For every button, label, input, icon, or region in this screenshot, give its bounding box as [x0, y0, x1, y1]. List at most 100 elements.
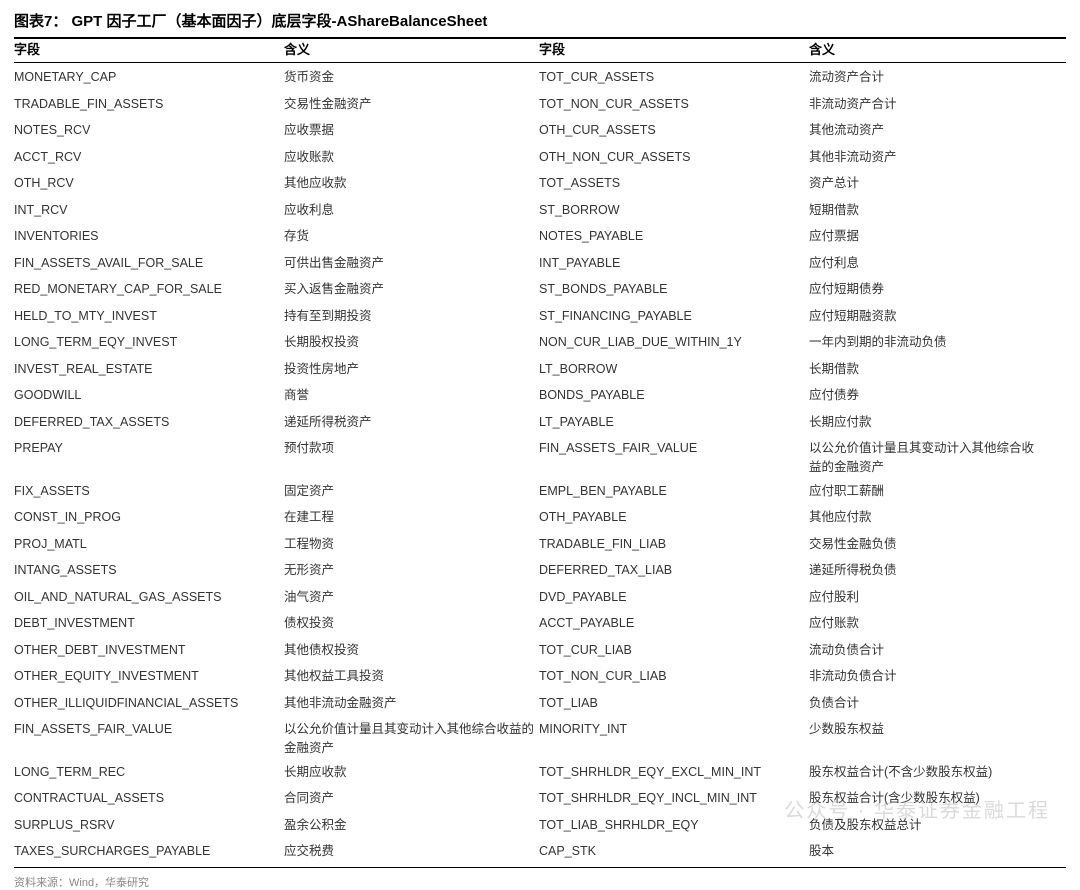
cell-field-2: TOT_LIAB_SHRHLDR_EQY	[539, 816, 809, 835]
cell-meaning-1: 预付款项	[284, 439, 539, 458]
cell-field-1: DEFERRED_TAX_ASSETS	[14, 413, 284, 432]
table-row: OIL_AND_NATURAL_GAS_ASSETS油气资产DVD_PAYABL…	[14, 583, 1066, 610]
cell-meaning-1: 应交税费	[284, 842, 539, 861]
cell-field-2: TOT_NON_CUR_ASSETS	[539, 95, 809, 114]
cell-field-1: LONG_TERM_REC	[14, 763, 284, 782]
header-meaning-1: 含义	[284, 39, 539, 58]
cell-field-1: OTH_RCV	[14, 174, 284, 193]
table-body: MONETARY_CAP货币资金TOT_CUR_ASSETS流动资产合计 TRAD…	[14, 63, 1066, 868]
cell-field-2: TOT_SHRHLDR_EQY_INCL_MIN_INT	[539, 789, 809, 808]
table-row: FIX_ASSETS固定资产EMPL_BEN_PAYABLE应付职工薪酬	[14, 477, 1066, 504]
cell-meaning-2: 应付票据	[809, 227, 1044, 246]
cell-field-2: ST_FINANCING_PAYABLE	[539, 307, 809, 326]
cell-meaning-2: 应付短期债券	[809, 280, 1044, 299]
cell-field-1: FIX_ASSETS	[14, 482, 284, 501]
cell-meaning-2: 短期借款	[809, 201, 1044, 220]
cell-field-2: MINORITY_INT	[539, 720, 809, 739]
table-row: FIN_ASSETS_AVAIL_FOR_SALE可供出售金融资产INT_PAY…	[14, 249, 1066, 276]
cell-field-1: NOTES_RCV	[14, 121, 284, 140]
table-row: OTHER_DEBT_INVESTMENT其他债权投资TOT_CUR_LIAB流…	[14, 636, 1066, 663]
cell-field-1: PREPAY	[14, 439, 284, 458]
cell-field-2: DEFERRED_TAX_LIAB	[539, 561, 809, 580]
cell-field-1: INVEST_REAL_ESTATE	[14, 360, 284, 379]
table-row: LONG_TERM_EQY_INVEST长期股权投资NON_CUR_LIAB_D…	[14, 328, 1066, 355]
cell-meaning-1: 投资性房地产	[284, 360, 539, 379]
cell-meaning-2: 股本	[809, 842, 1044, 861]
table-row: MONETARY_CAP货币资金TOT_CUR_ASSETS流动资产合计	[14, 63, 1066, 90]
table-row: PROJ_MATL工程物资TRADABLE_FIN_LIAB交易性金融负债	[14, 530, 1066, 557]
cell-field-2: LT_BORROW	[539, 360, 809, 379]
cell-field-1: TRADABLE_FIN_ASSETS	[14, 95, 284, 114]
table-row: LONG_TERM_REC长期应收款TOT_SHRHLDR_EQY_EXCL_M…	[14, 758, 1066, 785]
cell-meaning-1: 以公允价值计量且其变动计入其他综合收益的金融资产	[284, 720, 539, 758]
cell-meaning-2: 其他应付款	[809, 508, 1044, 527]
cell-field-1: FIN_ASSETS_AVAIL_FOR_SALE	[14, 254, 284, 273]
cell-field-2: EMPL_BEN_PAYABLE	[539, 482, 809, 501]
cell-meaning-1: 存货	[284, 227, 539, 246]
cell-meaning-1: 盈余公积金	[284, 816, 539, 835]
table-row: FIN_ASSETS_FAIR_VALUE以公允价值计量且其变动计入其他综合收益…	[14, 715, 1066, 758]
cell-field-2: LT_PAYABLE	[539, 413, 809, 432]
cell-meaning-1: 递延所得税资产	[284, 413, 539, 432]
cell-meaning-1: 无形资产	[284, 561, 539, 580]
table-row: PREPAY预付款项FIN_ASSETS_FAIR_VALUE以公允价值计量且其…	[14, 434, 1066, 477]
table-row: CONTRACTUAL_ASSETS合同资产TOT_SHRHLDR_EQY_IN…	[14, 784, 1066, 811]
cell-field-2: TOT_CUR_ASSETS	[539, 68, 809, 87]
cell-field-1: HELD_TO_MTY_INVEST	[14, 307, 284, 326]
cell-meaning-1: 其他应收款	[284, 174, 539, 193]
cell-meaning-2: 以公允价值计量且其变动计入其他综合收益的金融资产	[809, 439, 1044, 477]
cell-meaning-1: 交易性金融资产	[284, 95, 539, 114]
cell-meaning-2: 流动资产合计	[809, 68, 1044, 87]
table-row: SURPLUS_RSRV盈余公积金TOT_LIAB_SHRHLDR_EQY负债及…	[14, 811, 1066, 838]
cell-meaning-1: 工程物资	[284, 535, 539, 554]
cell-meaning-2: 长期借款	[809, 360, 1044, 379]
table-row: INVENTORIES存货NOTES_PAYABLE应付票据	[14, 222, 1066, 249]
cell-field-2: TOT_CUR_LIAB	[539, 641, 809, 660]
cell-meaning-2: 股东权益合计(含少数股东权益)	[809, 789, 1044, 808]
cell-field-2: INT_PAYABLE	[539, 254, 809, 273]
cell-meaning-2: 流动负债合计	[809, 641, 1044, 660]
table-title: 图表7： GPT 因子工厂（基本面因子）底层字段-AShareBalanceSh…	[14, 10, 1066, 39]
cell-meaning-2: 非流动资产合计	[809, 95, 1044, 114]
cell-field-1: DEBT_INVESTMENT	[14, 614, 284, 633]
cell-meaning-1: 应收账款	[284, 148, 539, 167]
cell-meaning-2: 交易性金融负债	[809, 535, 1044, 554]
table-row: INTANG_ASSETS无形资产DEFERRED_TAX_LIAB递延所得税负…	[14, 556, 1066, 583]
cell-meaning-1: 债权投资	[284, 614, 539, 633]
table-row: OTHER_EQUITY_INVESTMENT其他权益工具投资TOT_NON_C…	[14, 662, 1066, 689]
cell-field-2: CAP_STK	[539, 842, 809, 861]
cell-field-2: OTH_NON_CUR_ASSETS	[539, 148, 809, 167]
cell-field-1: CONST_IN_PROG	[14, 508, 284, 527]
cell-meaning-1: 其他债权投资	[284, 641, 539, 660]
table-footer-source: 资料来源：Wind，华泰研究	[14, 874, 1066, 890]
table-row: DEFERRED_TAX_ASSETS递延所得税资产LT_PAYABLE长期应付…	[14, 408, 1066, 435]
table-row: NOTES_RCV应收票据OTH_CUR_ASSETS其他流动资产	[14, 116, 1066, 143]
cell-meaning-1: 油气资产	[284, 588, 539, 607]
cell-field-1: OTHER_ILLIQUIDFINANCIAL_ASSETS	[14, 694, 284, 713]
cell-meaning-2: 应付账款	[809, 614, 1044, 633]
cell-field-2: ST_BORROW	[539, 201, 809, 220]
table-row: HELD_TO_MTY_INVEST持有至到期投资ST_FINANCING_PA…	[14, 302, 1066, 329]
cell-field-2: ACCT_PAYABLE	[539, 614, 809, 633]
table-row: OTHER_ILLIQUIDFINANCIAL_ASSETS其他非流动金融资产T…	[14, 689, 1066, 716]
cell-field-2: OTH_CUR_ASSETS	[539, 121, 809, 140]
cell-field-1: INVENTORIES	[14, 227, 284, 246]
cell-meaning-1: 可供出售金融资产	[284, 254, 539, 273]
header-field-2: 字段	[539, 39, 809, 58]
cell-field-1: ACCT_RCV	[14, 148, 284, 167]
cell-field-1: INTANG_ASSETS	[14, 561, 284, 580]
cell-field-1: PROJ_MATL	[14, 535, 284, 554]
cell-field-1: MONETARY_CAP	[14, 68, 284, 87]
cell-field-2: BONDS_PAYABLE	[539, 386, 809, 405]
cell-field-1: LONG_TERM_EQY_INVEST	[14, 333, 284, 352]
table-row: DEBT_INVESTMENT债权投资ACCT_PAYABLE应付账款	[14, 609, 1066, 636]
cell-meaning-2: 应付股利	[809, 588, 1044, 607]
cell-meaning-1: 其他权益工具投资	[284, 667, 539, 686]
table-row: GOODWILL商誉BONDS_PAYABLE应付债券	[14, 381, 1066, 408]
cell-meaning-1: 在建工程	[284, 508, 539, 527]
cell-meaning-1: 其他非流动金融资产	[284, 694, 539, 713]
cell-meaning-1: 商誉	[284, 386, 539, 405]
cell-meaning-2: 负债及股东权益总计	[809, 816, 1044, 835]
table-header-row: 字段 含义 字段 含义	[14, 39, 1066, 63]
table-row: CONST_IN_PROG在建工程OTH_PAYABLE其他应付款	[14, 503, 1066, 530]
